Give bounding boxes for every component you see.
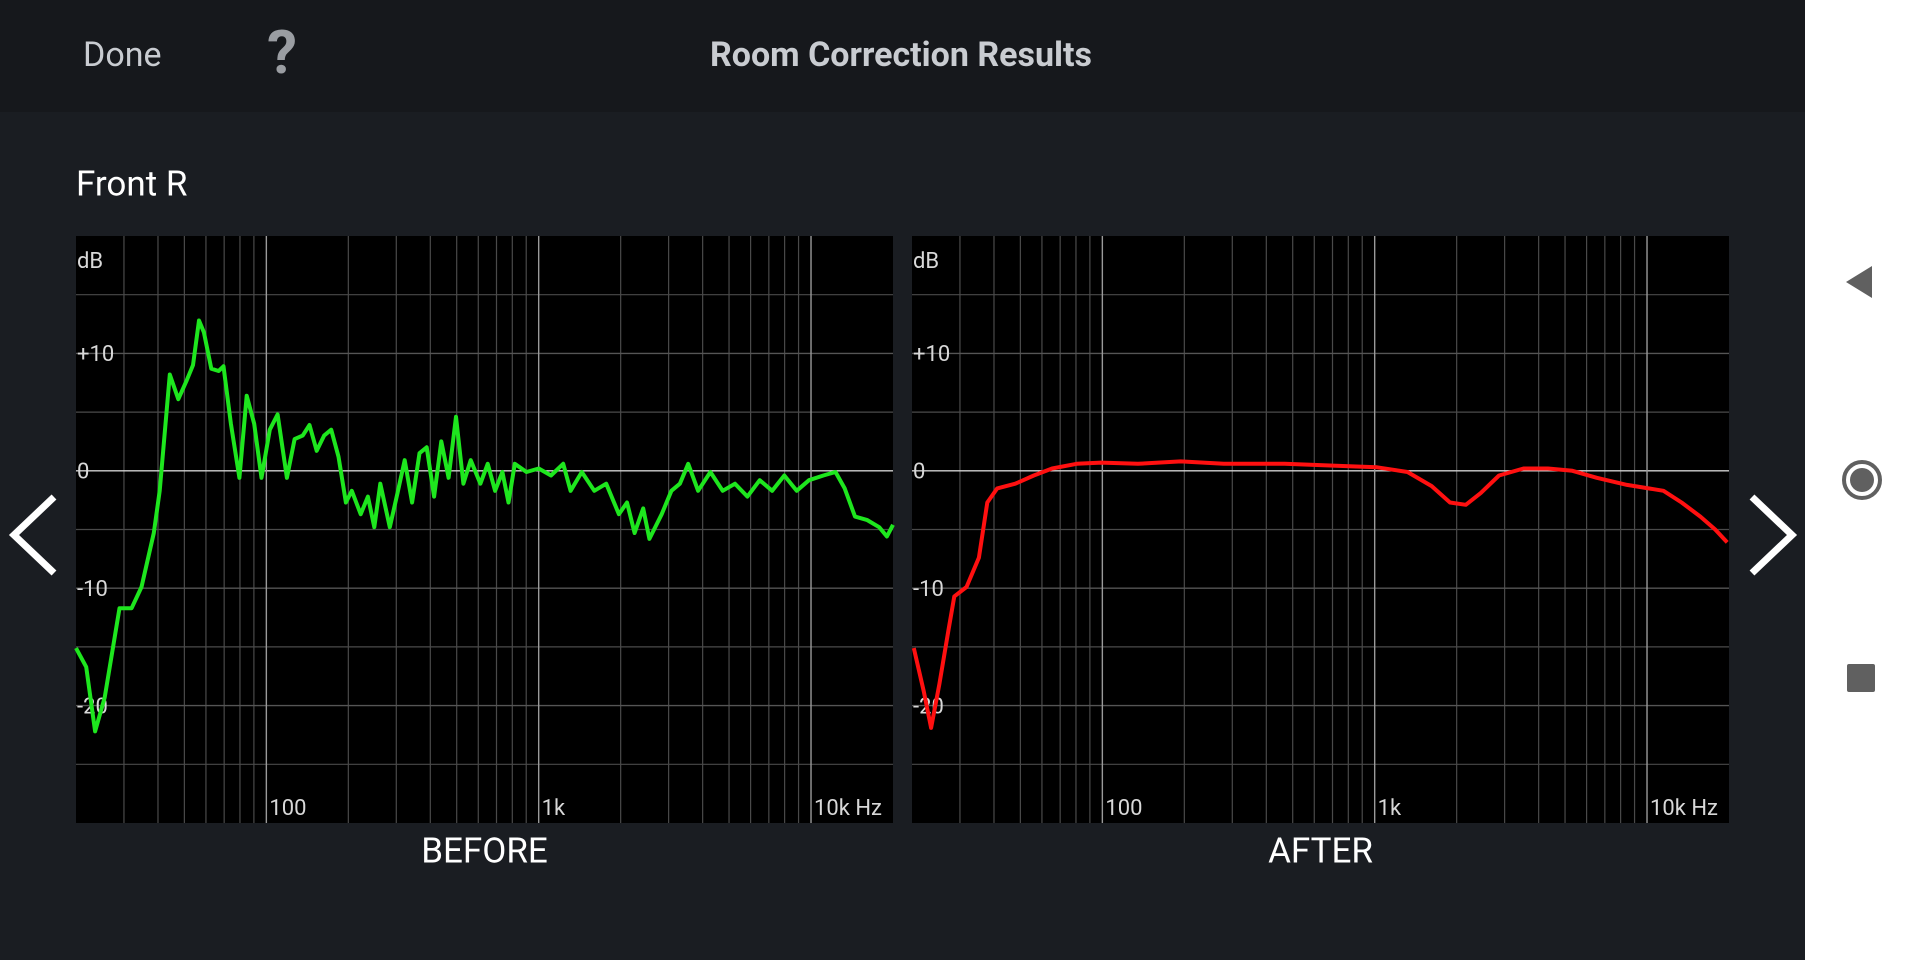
- page-title: Room Correction Results: [710, 35, 1092, 75]
- nav-recents[interactable]: [1847, 664, 1875, 692]
- x-tick-label: 1k: [542, 796, 566, 821]
- response-line: [74, 318, 895, 734]
- x-tick-label: 1k: [1378, 796, 1402, 821]
- chart-title: BEFORE: [421, 830, 548, 871]
- prev-arrow[interactable]: [8, 494, 57, 576]
- nav-back[interactable]: [1846, 266, 1872, 298]
- next-arrow[interactable]: [1749, 494, 1798, 576]
- nav-home[interactable]: [1850, 468, 1874, 492]
- y-tick-label: 0: [913, 460, 925, 485]
- x-tick-label: 10k Hz: [1650, 796, 1718, 821]
- chart-title: AFTER: [1268, 830, 1373, 871]
- y-tick-label: +10: [77, 342, 114, 367]
- y-tick-label: -10: [77, 577, 108, 602]
- nav-home-ring[interactable]: [1842, 460, 1882, 500]
- y-tick-label: -10: [913, 577, 944, 602]
- done-button[interactable]: Done: [83, 35, 162, 75]
- x-tick-label: 100: [269, 796, 306, 821]
- y-tick-label: 0: [77, 460, 89, 485]
- help-button[interactable]: ?: [267, 17, 297, 88]
- y-axis-label: dB: [913, 249, 939, 274]
- channel-label: Front R: [76, 163, 187, 204]
- header-bar: [0, 0, 1805, 112]
- response-line: [911, 459, 1729, 730]
- y-tick-label: +10: [913, 342, 950, 367]
- y-axis-label: dB: [77, 249, 103, 274]
- x-tick-label: 100: [1105, 796, 1142, 821]
- x-tick-label: 10k Hz: [814, 796, 882, 821]
